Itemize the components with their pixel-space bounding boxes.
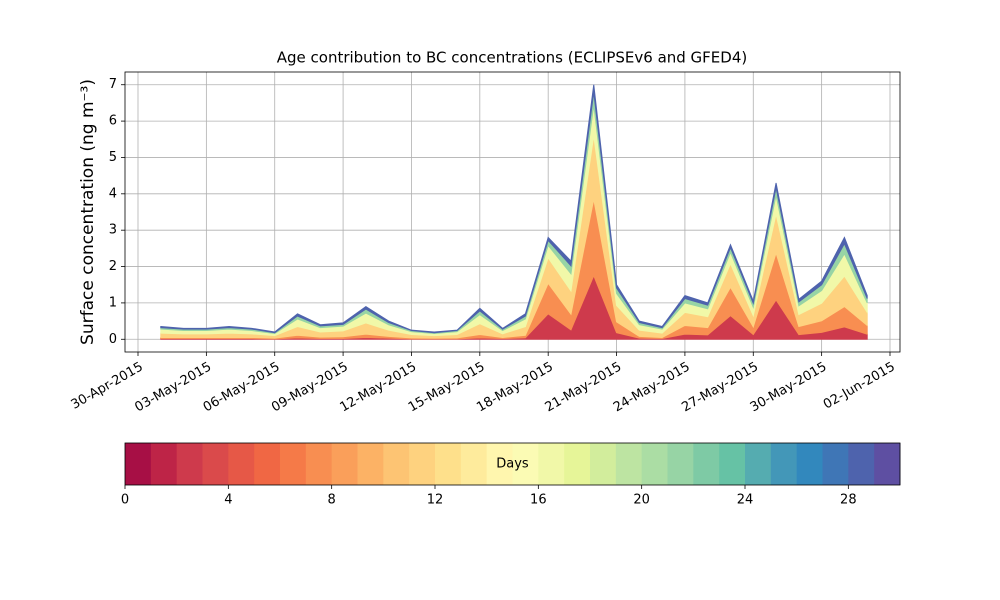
y-tick-label: 1 bbox=[109, 295, 117, 310]
colorbar-swatch bbox=[435, 443, 462, 485]
colorbar-tick-label: 28 bbox=[840, 493, 857, 508]
colorbar-swatch bbox=[383, 443, 410, 485]
plot-area bbox=[125, 72, 900, 352]
y-tick-label: 3 bbox=[109, 223, 117, 238]
colorbar-swatch bbox=[745, 443, 772, 485]
colorbar-tick-label: 20 bbox=[633, 493, 650, 508]
colorbar-swatch bbox=[125, 443, 152, 485]
colorbar-tick-label: 0 bbox=[121, 493, 129, 508]
colorbar-swatch bbox=[486, 443, 513, 485]
y-tick-label: 7 bbox=[109, 77, 117, 92]
colorbar-tick-label: 12 bbox=[427, 493, 444, 508]
colorbar-tick-label: 8 bbox=[328, 493, 336, 508]
colorbar-swatch bbox=[409, 443, 436, 485]
colorbar-swatch bbox=[538, 443, 565, 485]
y-tick-label: 6 bbox=[109, 114, 117, 129]
x-tick-label: 30-May-2015 bbox=[748, 360, 830, 416]
colorbar-swatch bbox=[357, 443, 384, 485]
chart-title: Age contribution to BC concentrations (E… bbox=[277, 49, 748, 67]
colorbar-swatch bbox=[331, 443, 358, 485]
colorbar-frame bbox=[124, 442, 901, 486]
area-layer bbox=[160, 84, 868, 334]
colorbar-swatch bbox=[590, 443, 617, 485]
x-tick-label: 18-May-2015 bbox=[474, 360, 556, 416]
colorbar-tick-label: 24 bbox=[737, 493, 754, 508]
x-tick-label: 06-May-2015 bbox=[201, 360, 283, 416]
x-tick-label: 03-May-2015 bbox=[132, 360, 214, 416]
colorbar-swatch bbox=[150, 443, 178, 485]
colorbar-swatch bbox=[848, 443, 875, 485]
y-axis-label: Surface concentration (ng m⁻³) bbox=[78, 79, 98, 345]
colorbar-swatch bbox=[202, 443, 229, 485]
colorbar-swatch bbox=[719, 443, 746, 485]
colorbar-swatch bbox=[512, 443, 539, 485]
x-tick-label: 12-May-2015 bbox=[338, 360, 420, 416]
y-tick-label: 4 bbox=[109, 186, 117, 201]
x-tick-label: 21-May-2015 bbox=[543, 360, 625, 416]
colorbar-swatch bbox=[305, 443, 333, 485]
colorbar: Days 0 4 8 12 16 20 24 28 bbox=[121, 442, 901, 508]
colorbar-swatch bbox=[176, 443, 203, 485]
colorbar-swatch bbox=[770, 443, 798, 485]
colorbar-swatch bbox=[641, 443, 668, 485]
x-tick-label: 15-May-2015 bbox=[406, 360, 488, 416]
colorbar-tick-label: 4 bbox=[224, 493, 232, 508]
colorbar-swatch bbox=[280, 443, 307, 485]
colorbar-label: Days bbox=[496, 457, 529, 472]
colorbar-swatch bbox=[796, 443, 823, 485]
colorbar-tick-label: 16 bbox=[530, 493, 547, 508]
y-tick-label: 0 bbox=[109, 332, 117, 347]
colorbar-swatch bbox=[693, 443, 720, 485]
y-tick-label: 2 bbox=[109, 259, 117, 274]
x-tick-label: 09-May-2015 bbox=[269, 360, 351, 416]
colorbar-swatch bbox=[667, 443, 694, 485]
x-tick-label: 24-May-2015 bbox=[611, 360, 693, 416]
colorbar-swatch bbox=[254, 443, 281, 485]
x-tick-label: 27-May-2015 bbox=[679, 360, 761, 416]
colorbar-swatch bbox=[615, 443, 643, 485]
colorbar-swatch bbox=[228, 443, 255, 485]
colorbar-swatch bbox=[822, 443, 849, 485]
colorbar-swatch bbox=[564, 443, 591, 485]
x-tick-label: 02-Jun-2015 bbox=[821, 360, 898, 413]
y-tick-label: 5 bbox=[109, 150, 117, 165]
colorbar-swatch bbox=[874, 443, 901, 485]
plot-frame bbox=[124, 71, 901, 353]
colorbar-swatch bbox=[460, 443, 488, 485]
